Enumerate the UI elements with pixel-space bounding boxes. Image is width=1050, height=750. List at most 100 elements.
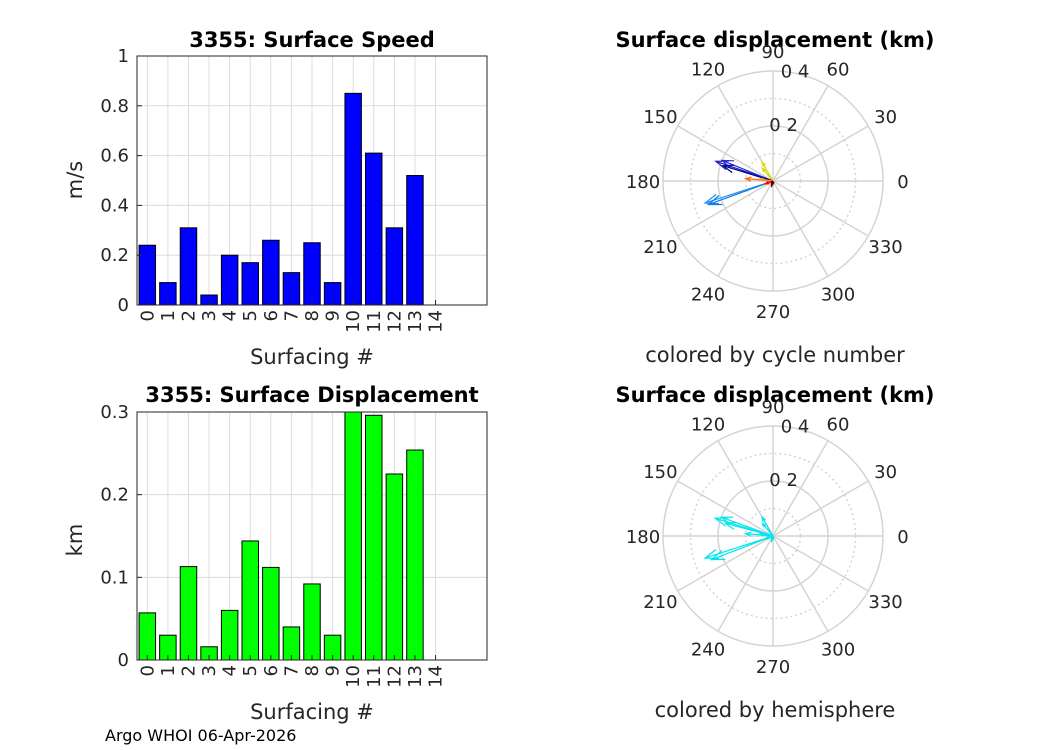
displacement-xtick-label: 1 [158, 665, 179, 676]
speed-chart-title: 3355: Surface Speed [189, 28, 435, 52]
polar-hemisphere-vector [704, 535, 774, 559]
polar-cycle-vector-head [770, 180, 775, 187]
polar-cycle-vector-head [743, 176, 752, 182]
polar-cycle-radial-label: 0 4 [781, 61, 810, 82]
polar-cycle-angle-label: 30 [874, 107, 897, 128]
displacement-xtick-label: 5 [240, 665, 261, 676]
polar-hemisphere-angle-label: 30 [874, 462, 897, 483]
displacement-bar [406, 449, 424, 661]
polar-hemisphere-spoke [772, 480, 869, 537]
speed-xtick-label: 6 [261, 310, 282, 321]
speed-bar-chart: 3355: Surface Speed Surfacing # m/s 0 0.2… [63, 28, 488, 369]
displacement-ytick-label: 0 [118, 650, 129, 671]
polar-hemisphere-vector-head [719, 516, 734, 526]
displacement-xtick-label: 6 [261, 665, 282, 676]
speed-bar [138, 244, 157, 306]
polar-cycle-spoke [772, 180, 829, 277]
displacement-bar [385, 473, 404, 661]
polar-hemisphere-angle-label: 270 [756, 657, 790, 678]
displacement-chart-ylabel: km [63, 524, 87, 557]
polar-hemisphere-vector [721, 516, 774, 537]
speed-ytick-label: 0.2 [100, 245, 129, 266]
polar-cycle-angle-label: 120 [691, 59, 725, 80]
polar-cycle-vector [759, 178, 774, 182]
polar-cycle-vector-head [721, 164, 735, 174]
displacement-xtick-label: 7 [281, 665, 302, 676]
polar-hemisphere-angle-label: 90 [762, 397, 785, 418]
polar-hemisphere-vector-head [761, 522, 767, 528]
polar-hemisphere-spoke [677, 535, 774, 592]
speed-xtick-label: 7 [281, 310, 302, 321]
speed-bar [385, 227, 404, 306]
displacement-chart-title: 3355: Surface Displacement [145, 383, 478, 407]
displacement-ytick-label: 0.3 [100, 402, 129, 423]
polar-hemisphere-vector [711, 535, 774, 561]
polar-cycle-title: Surface displacement (km) [615, 28, 934, 52]
speed-xtick-label: 5 [240, 310, 261, 321]
polar-hemisphere-vector-head [757, 532, 764, 537]
polar-cycle-angle-label: 300 [821, 285, 855, 306]
polar-cycle-vector [761, 167, 774, 182]
displacement-chart-xlabel: Surfacing # [250, 700, 374, 724]
polar-cycle-angle-label: 330 [868, 237, 902, 258]
polar-hemisphere-angle-label: 150 [643, 462, 677, 483]
polar-cycle-vector-head [761, 160, 767, 167]
polar-cycle-spoke [772, 85, 829, 182]
polar-cycle-spoke [717, 180, 774, 277]
speed-bar [344, 92, 362, 306]
speed-xtick-label: 14 [426, 310, 447, 333]
speed-bar [179, 227, 198, 306]
polar-hemisphere-title: Surface displacement (km) [615, 383, 934, 407]
speed-xtick-label: 9 [323, 310, 344, 321]
speed-xtick-label: 10 [343, 310, 364, 333]
displacement-ytick-label: 0.2 [100, 485, 129, 506]
polar-cycle-angle-label: 150 [643, 107, 677, 128]
speed-chart-ylabel: m/s [63, 161, 87, 199]
footer-credit: Argo WHOI 06-Apr-2026 [105, 726, 296, 745]
polar-cycle-chart: Surface displacement (km) colored by cyc… [615, 28, 934, 367]
polar-hemisphere-angle-label: 210 [643, 592, 677, 613]
displacement-bar [262, 566, 280, 661]
polar-hemisphere-spoke [677, 480, 774, 537]
displacement-bar-chart: 3355: Surface Displacement Surfacing # k… [63, 383, 488, 724]
displacement-bar [344, 411, 362, 661]
polar-hemisphere-vector-head [770, 535, 775, 542]
displacement-xtick-label: 3 [199, 665, 220, 676]
displacement-bar [303, 583, 321, 661]
speed-xtick-label: 13 [405, 310, 426, 333]
polar-hemisphere-angle-label: 330 [868, 592, 902, 613]
polar-hemisphere-vector [761, 516, 774, 537]
displacement-xtick-label: 10 [343, 665, 364, 688]
displacement-xtick-label: 8 [302, 665, 323, 676]
speed-xtick-label: 3 [199, 310, 220, 321]
speed-bar [303, 242, 321, 306]
polar-cycle-vector [722, 165, 774, 182]
speed-xtick-label: 8 [302, 310, 323, 321]
displacement-bar [220, 609, 239, 661]
polar-cycle-vector-head [703, 194, 720, 205]
polar-hemisphere-angle-label: 240 [691, 640, 725, 661]
polar-hemisphere-vector [725, 522, 774, 537]
speed-xtick-label: 2 [178, 310, 199, 321]
polar-cycle-vector [721, 159, 774, 182]
polar-hemisphere-chart: Surface displacement (km) colored by hem… [615, 383, 934, 722]
polar-cycle-subtitle: colored by cycle number [645, 343, 905, 367]
displacement-bar [241, 540, 259, 661]
polar-cycle-spoke [772, 180, 869, 237]
polar-cycle-vector-head [763, 180, 770, 185]
displacement-bar [138, 612, 157, 661]
speed-bar [241, 262, 259, 306]
polar-cycle-spoke [677, 180, 774, 237]
displacement-xtick-label: 11 [364, 665, 385, 688]
speed-bar [220, 254, 239, 306]
polar-cycle-vector-head [761, 167, 767, 173]
displacement-xtick-label: 4 [220, 665, 241, 676]
displacement-xtick-label: 14 [426, 665, 447, 688]
polar-cycle-vector-head [757, 177, 764, 182]
speed-bar [406, 175, 424, 306]
polar-cycle-angle-label: 270 [756, 302, 790, 323]
speed-xtick-label: 4 [220, 310, 241, 321]
polar-cycle-angle-label: 60 [827, 59, 850, 80]
polar-hemisphere-spoke [717, 535, 774, 632]
